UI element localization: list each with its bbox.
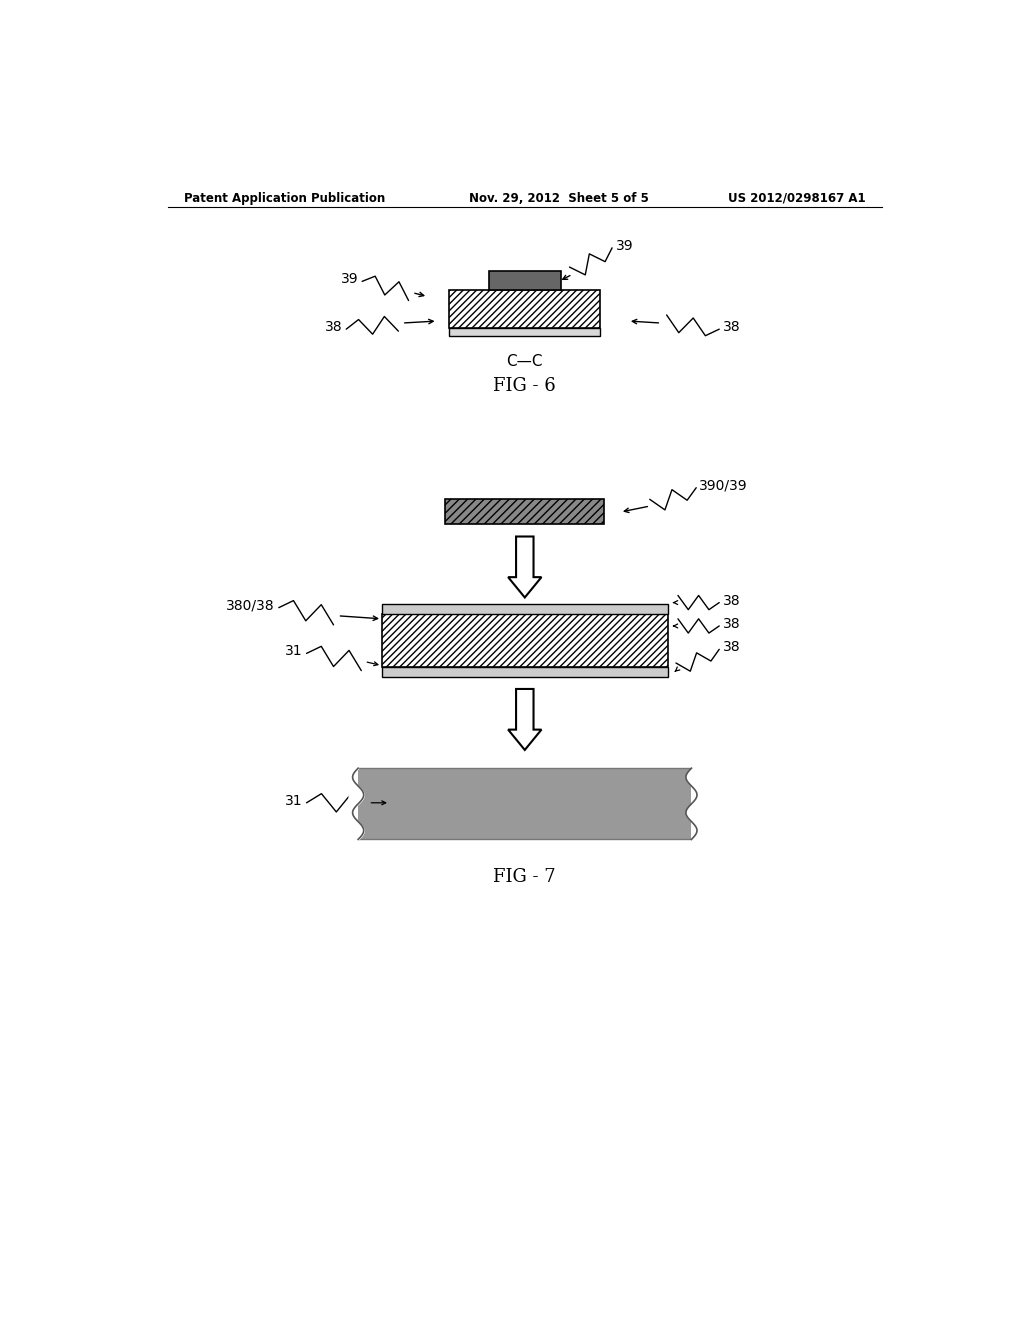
Text: US 2012/0298167 A1: US 2012/0298167 A1 xyxy=(728,191,866,205)
Text: 38: 38 xyxy=(723,594,740,607)
Text: 38: 38 xyxy=(325,321,342,334)
Text: 38: 38 xyxy=(723,616,740,631)
Text: 380/38: 380/38 xyxy=(226,598,274,612)
Text: 39: 39 xyxy=(616,239,634,253)
Polygon shape xyxy=(508,536,542,598)
Text: 38: 38 xyxy=(723,640,740,655)
Text: 390/39: 390/39 xyxy=(699,479,748,492)
Text: 38: 38 xyxy=(723,321,740,334)
Text: Nov. 29, 2012  Sheet 5 of 5: Nov. 29, 2012 Sheet 5 of 5 xyxy=(469,191,649,205)
Bar xyxy=(488,271,561,289)
Bar xyxy=(382,667,668,677)
Text: C—C: C—C xyxy=(507,354,543,370)
Text: FIG - 6: FIG - 6 xyxy=(494,378,556,395)
Bar xyxy=(382,603,668,614)
Bar xyxy=(382,614,668,667)
Bar xyxy=(358,768,691,840)
Text: FIG - 7: FIG - 7 xyxy=(494,869,556,886)
Text: 39: 39 xyxy=(341,272,358,286)
Bar xyxy=(445,499,604,524)
Text: 31: 31 xyxy=(285,644,303,659)
Bar xyxy=(450,289,600,329)
Polygon shape xyxy=(508,689,542,750)
Text: Patent Application Publication: Patent Application Publication xyxy=(183,191,385,205)
Text: 31: 31 xyxy=(285,793,303,808)
Bar xyxy=(450,329,600,337)
